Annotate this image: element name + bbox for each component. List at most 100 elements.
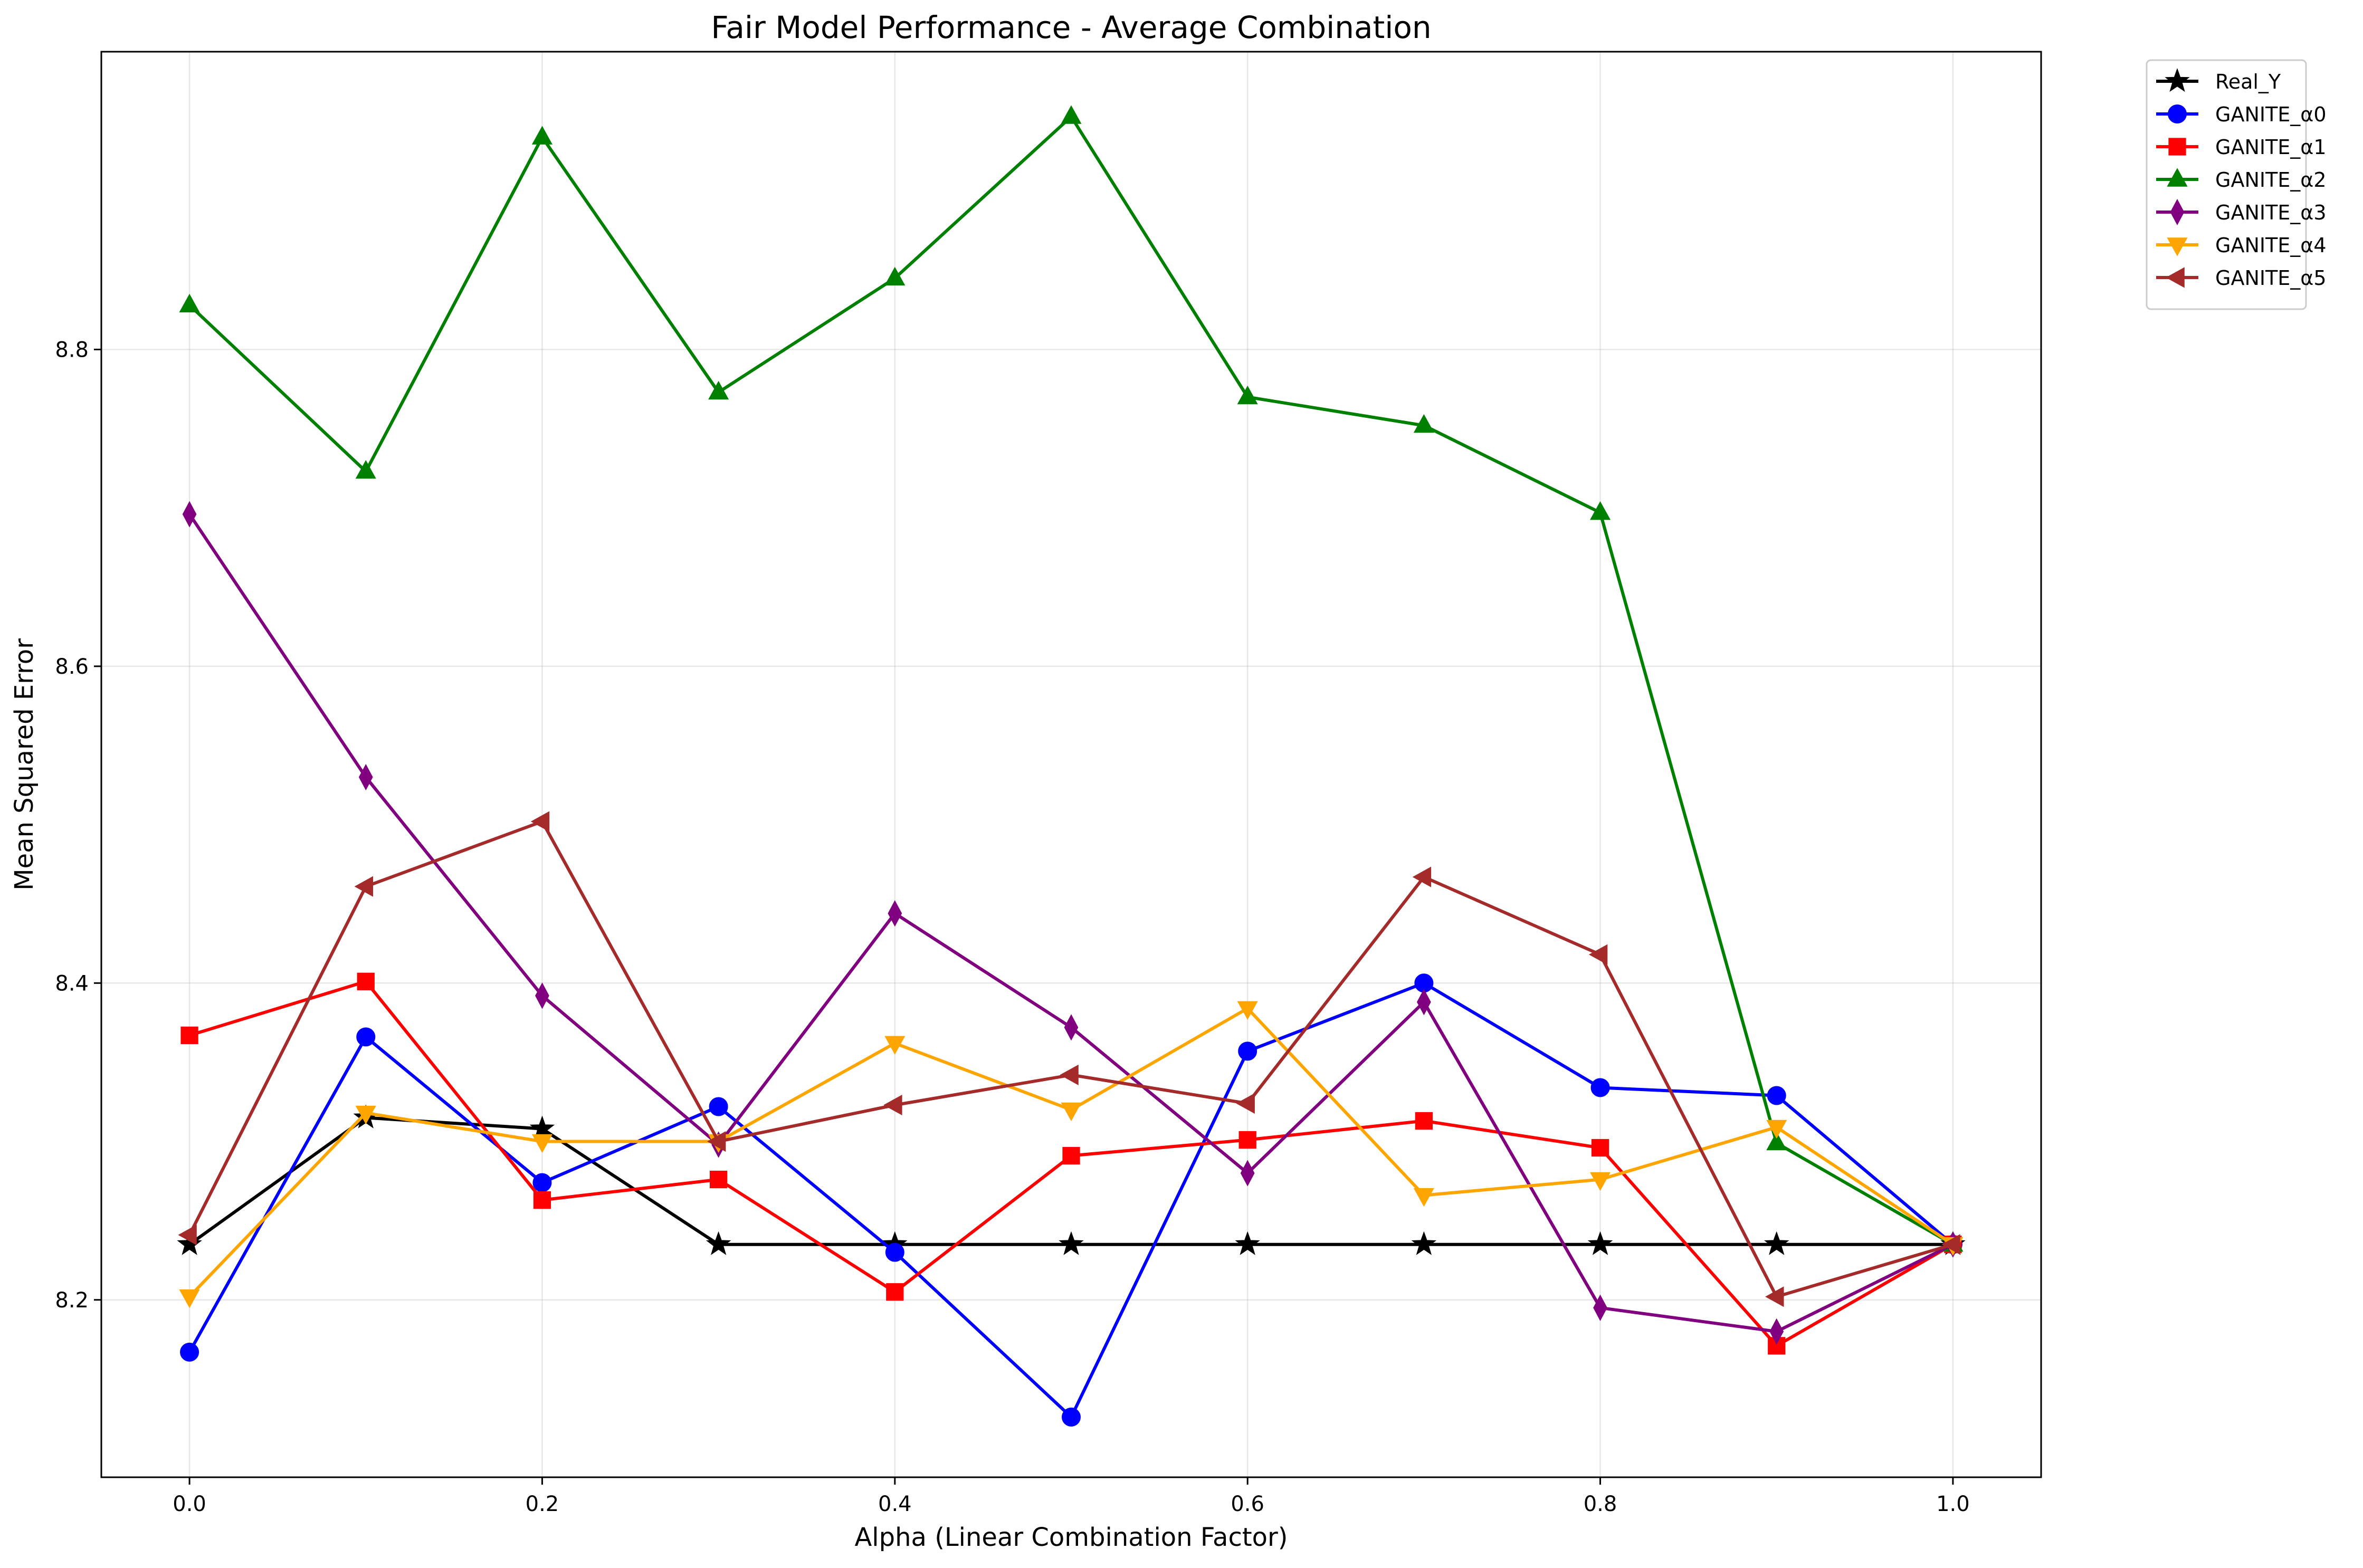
data-point bbox=[1237, 385, 1258, 405]
data-point bbox=[1769, 1318, 1784, 1345]
x-tick-label: 0.6 bbox=[1231, 1492, 1264, 1516]
data-point bbox=[884, 1036, 906, 1055]
legend-marker bbox=[2167, 168, 2188, 187]
y-tick-label: 8.2 bbox=[55, 1288, 89, 1313]
data-point bbox=[1593, 1294, 1607, 1321]
data-point bbox=[530, 811, 550, 832]
data-point bbox=[1590, 501, 1611, 520]
data-point bbox=[1062, 1407, 1081, 1427]
data-point bbox=[355, 1105, 376, 1125]
data-point bbox=[1061, 1102, 1082, 1122]
data-point bbox=[708, 380, 729, 400]
data-point bbox=[1591, 1139, 1609, 1157]
data-point bbox=[1766, 1120, 1787, 1139]
data-point bbox=[709, 1097, 728, 1116]
data-point bbox=[1412, 866, 1432, 887]
legend-label: Real_Y bbox=[2215, 70, 2281, 93]
data-point bbox=[1061, 105, 1082, 124]
data-point bbox=[356, 1027, 376, 1047]
legend-label: GANITE_α2 bbox=[2215, 168, 2327, 192]
legend-marker bbox=[2168, 138, 2186, 156]
data-point bbox=[357, 972, 375, 990]
x-axis-label: Alpha (Linear Combination Factor) bbox=[854, 1523, 1288, 1552]
legend-item: GANITE_α3 bbox=[2156, 198, 2327, 226]
data-point bbox=[1062, 1146, 1080, 1165]
data-point bbox=[1415, 1112, 1433, 1130]
x-tick-label: 0.2 bbox=[526, 1492, 559, 1516]
data-point bbox=[177, 1231, 202, 1255]
chart-title: Fair Model Performance - Average Combina… bbox=[711, 9, 1431, 45]
legend-item: GANITE_α1 bbox=[2156, 136, 2327, 159]
axes: 0.0 0.2 0.4 0.6 0.8 1.0 8.2 8.4 8.6 8.8 bbox=[55, 338, 1969, 1516]
series-GANITE_α0 bbox=[180, 973, 1962, 1427]
data-point bbox=[1235, 1231, 1260, 1255]
y-axis-label: Mean Squared Error bbox=[9, 638, 39, 891]
data-point bbox=[1764, 1231, 1789, 1255]
data-point bbox=[531, 126, 552, 145]
data-point bbox=[1413, 414, 1434, 433]
data-point bbox=[182, 501, 197, 528]
data-point bbox=[179, 293, 200, 313]
data-point bbox=[884, 266, 906, 286]
legend-label: GANITE_α0 bbox=[2215, 103, 2327, 126]
grid-lines bbox=[101, 52, 2041, 1477]
legend-label: GANITE_α4 bbox=[2215, 234, 2327, 257]
data-point bbox=[533, 1191, 551, 1209]
data-point bbox=[1590, 1078, 1610, 1097]
data-point bbox=[709, 1170, 728, 1189]
legend-item: GANITE_α4 bbox=[2156, 234, 2327, 257]
data-point bbox=[1590, 1172, 1611, 1191]
data-point bbox=[358, 763, 373, 791]
data-point bbox=[1411, 1231, 1437, 1255]
y-tick-label: 8.8 bbox=[55, 338, 89, 362]
data-point bbox=[531, 1134, 552, 1153]
data-point bbox=[1060, 1064, 1079, 1085]
data-point bbox=[1765, 1286, 1784, 1307]
legend-item: Real_Y bbox=[2156, 68, 2281, 93]
data-point bbox=[354, 876, 373, 897]
data-point bbox=[532, 1173, 552, 1192]
data-point bbox=[179, 1289, 200, 1308]
y-tick-label: 8.6 bbox=[55, 655, 89, 679]
legend-marker bbox=[2168, 104, 2187, 123]
data-point bbox=[1766, 1131, 1787, 1151]
data-point bbox=[529, 1115, 555, 1140]
x-tick-label: 0.4 bbox=[878, 1492, 912, 1516]
data-point bbox=[707, 1131, 726, 1152]
data-point bbox=[1941, 1234, 1960, 1255]
data-point bbox=[1064, 1014, 1079, 1041]
x-tick-label: 0.8 bbox=[1584, 1492, 1617, 1516]
data-point bbox=[1238, 1041, 1257, 1061]
legend-item: GANITE_α2 bbox=[2156, 168, 2327, 192]
plot-frame bbox=[100, 51, 2042, 1478]
legend-box bbox=[2146, 59, 2307, 310]
legend: Real_Y GANITE_α0 GANITE_α1 GANITE_α2 GANITE_… bbox=[2146, 59, 2327, 310]
data-point bbox=[883, 1094, 902, 1115]
data-point bbox=[1588, 944, 1608, 965]
legend-marker bbox=[2165, 68, 2190, 92]
x-tick-label: 0.0 bbox=[173, 1492, 206, 1516]
series-GANITE_α1 bbox=[180, 972, 1962, 1355]
legend-marker bbox=[2170, 198, 2185, 226]
data-point bbox=[180, 1026, 198, 1045]
y-tick-label: 8.4 bbox=[55, 971, 89, 996]
data-point bbox=[888, 900, 902, 927]
data-point bbox=[1237, 1001, 1258, 1020]
data-point bbox=[180, 1342, 199, 1362]
data-point bbox=[1240, 1160, 1255, 1187]
legend-label: GANITE_α5 bbox=[2215, 266, 2327, 290]
legend-marker bbox=[2167, 237, 2188, 256]
series-GANITE_α2 bbox=[179, 105, 1964, 1252]
data-point bbox=[178, 1225, 197, 1246]
data-point bbox=[1236, 1093, 1255, 1114]
series-GANITE_α5 bbox=[178, 811, 1960, 1307]
data-point bbox=[1238, 1131, 1256, 1149]
legend-item: GANITE_α0 bbox=[2156, 103, 2327, 126]
data-point bbox=[1416, 989, 1431, 1016]
data-point bbox=[886, 1283, 904, 1301]
data-point bbox=[1059, 1231, 1084, 1255]
legend-marker bbox=[2166, 267, 2185, 288]
data-point bbox=[706, 1231, 731, 1255]
